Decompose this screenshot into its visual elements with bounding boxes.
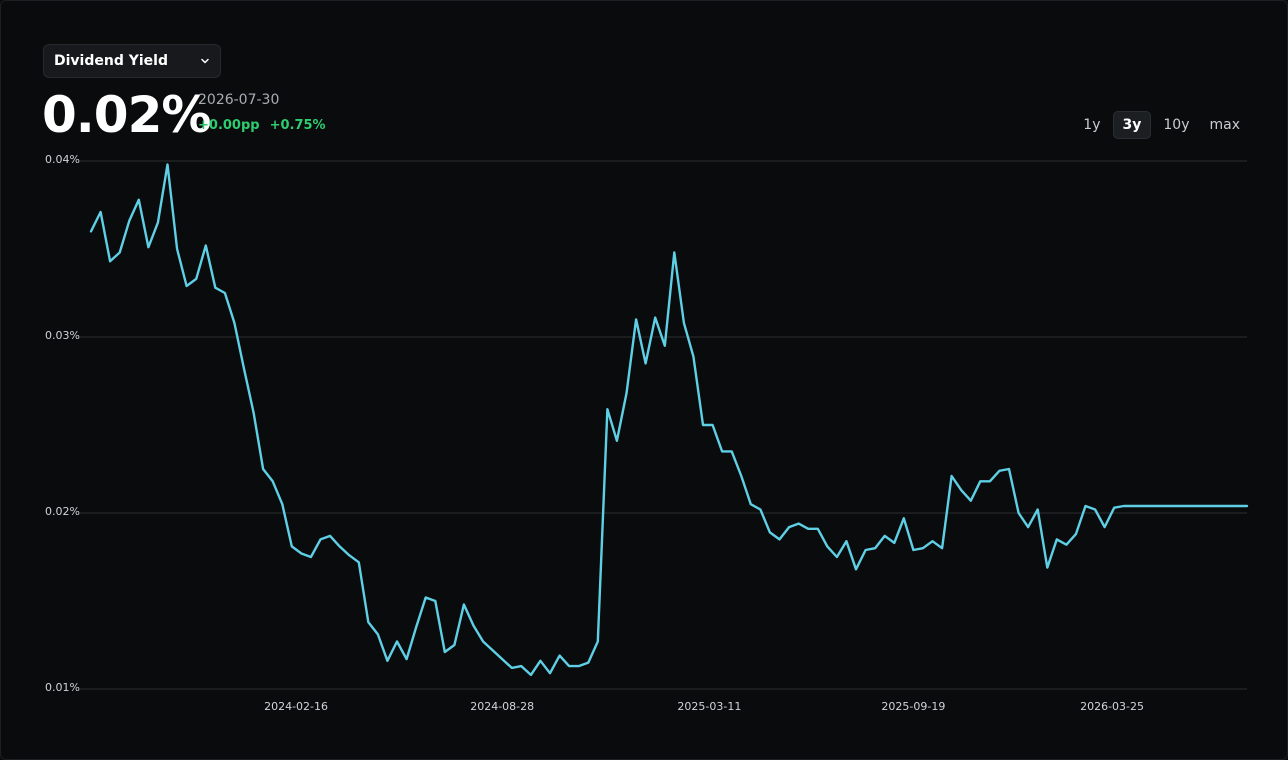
x-tick-label: 2024-08-28 [470, 700, 534, 713]
x-tick-label: 2025-09-19 [881, 700, 945, 713]
x-tick-label: 2026-03-25 [1080, 700, 1144, 713]
y-tick-label: 0.02% [45, 505, 80, 518]
range-max-button[interactable]: max [1209, 117, 1240, 133]
chevron-down-icon [200, 56, 210, 66]
y-tick-label: 0.01% [45, 681, 80, 694]
change-percent: +0.75% [269, 118, 326, 133]
current-value: 0.02% [42, 86, 211, 144]
range-selector: 1y 3y 10y max [1075, 111, 1248, 139]
y-tick-label: 0.03% [45, 329, 80, 342]
range-1y-button[interactable]: 1y [1083, 117, 1101, 133]
change-indicators: +0.00pp +0.75% [198, 118, 326, 133]
x-tick-label: 2025-03-11 [677, 700, 741, 713]
y-tick-label: 0.04% [45, 153, 80, 166]
series-line-dividend-yield[interactable] [89, 163, 1249, 677]
metric-dropdown-label: Dividend Yield [54, 53, 168, 69]
metric-dropdown[interactable]: Dividend Yield [43, 44, 221, 78]
current-date: 2026-07-30 [198, 92, 280, 108]
range-3y-button[interactable]: 3y [1112, 111, 1152, 139]
range-10y-button[interactable]: 10y [1163, 117, 1190, 133]
x-tick-label: 2024-02-16 [264, 700, 328, 713]
change-absolute: +0.00pp [198, 118, 260, 133]
